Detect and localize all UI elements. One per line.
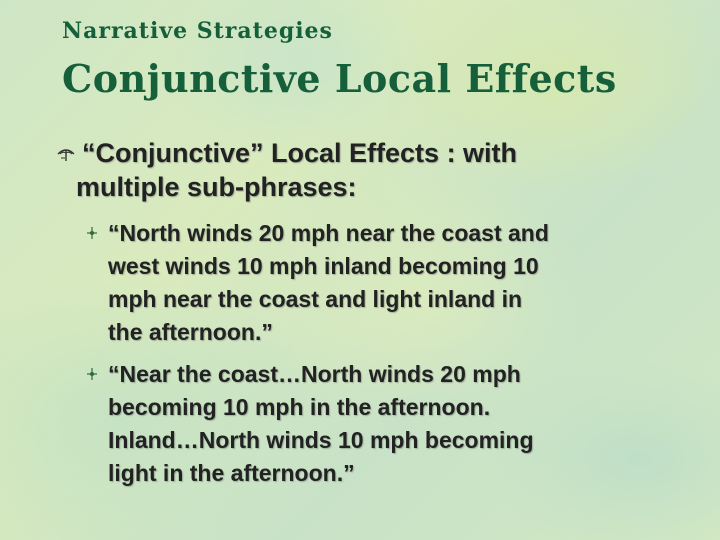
fleur-icon — [87, 368, 97, 380]
sub-bullet-1-line-4: the afternoon.” — [108, 319, 273, 345]
sub-bullet-2-text: “Near the coast…North winds 20 mph becom… — [108, 358, 686, 490]
main-bullet-line-1: “Conjunctive” Local Effects : with — [82, 138, 518, 168]
sub-bullet-2: “Near the coast…North winds 20 mph becom… — [86, 358, 686, 490]
fleur-icon — [87, 227, 97, 239]
sub-bullet-1-text: “North winds 20 mph near the coast and w… — [108, 217, 686, 349]
sub-bullet-1-line-1: “North winds 20 mph near the coast and — [108, 220, 549, 246]
sub-bullet-2-line-4: light in the afternoon.” — [108, 460, 355, 486]
sub-bullet-1-line-3: mph near the coast and light inland in — [108, 286, 523, 312]
palm-tree-icon — [57, 149, 75, 161]
main-bullet: “Conjunctive” Local Effects : with multip… — [56, 136, 696, 204]
main-bullet-line-2: multiple sub-phrases: — [76, 172, 357, 202]
main-bullet-text: “Conjunctive” Local Effects : with multip… — [76, 136, 696, 204]
sub-bullet-2-line-1: “Near the coast…North winds 20 mph — [108, 361, 521, 387]
sub-bullet-2-line-2: becoming 10 mph in the afternoon. — [108, 394, 491, 420]
sub-bullet-1-line-2: west winds 10 mph inland becoming 10 — [108, 253, 539, 279]
slide-subtitle: Narrative Strategies — [62, 18, 333, 44]
slide-title: Conjunctive Local Effects — [62, 56, 617, 101]
sub-bullet-2-line-3: Inland…North winds 10 mph becoming — [108, 427, 534, 453]
sub-bullet-1: “North winds 20 mph near the coast and w… — [86, 217, 686, 349]
